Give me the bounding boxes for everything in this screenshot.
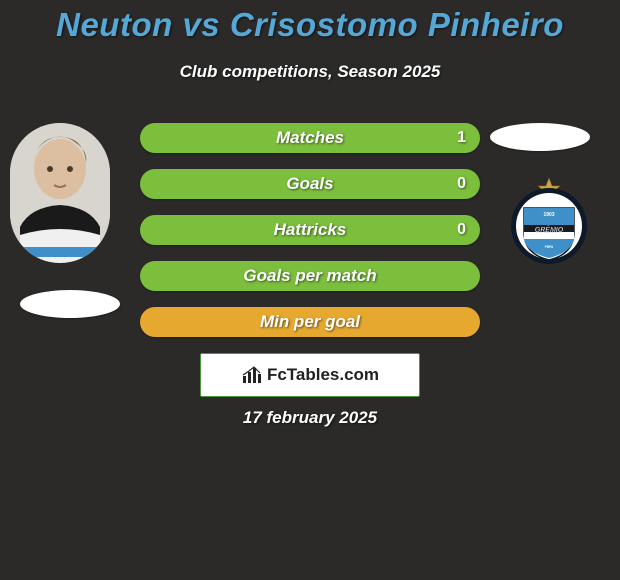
bar-label: Matches — [140, 123, 480, 153]
bar-label: Hattricks — [140, 215, 480, 245]
bar-label: Goals — [140, 169, 480, 199]
svg-text:GRÊMIO: GRÊMIO — [535, 225, 564, 234]
comparison-infographic: Neuton vs Crisostomo Pinheiro Club compe… — [0, 0, 620, 580]
player-left-club-badge — [20, 290, 120, 318]
page-title: Neuton vs Crisostomo Pinheiro — [0, 6, 620, 44]
gremio-crest-icon: 1903 GRÊMIO FBPA — [498, 178, 601, 264]
player-left-avatar — [10, 123, 110, 263]
stat-bar: Matches1 — [140, 123, 480, 153]
bar-value-right: 1 — [457, 123, 466, 153]
svg-text:FBPA: FBPA — [545, 245, 554, 249]
watermark-box: FcTables.com — [200, 353, 420, 397]
comparison-bars: Matches1Goals0Hattricks0Goals per matchM… — [140, 123, 480, 353]
bar-value-right: 0 — [457, 169, 466, 199]
person-icon — [10, 123, 110, 263]
bar-label: Min per goal — [140, 307, 480, 337]
watermark-text: FcTables.com — [267, 365, 379, 385]
bar-value-right: 0 — [457, 215, 466, 245]
player-right-badge — [490, 123, 590, 151]
subtitle: Club competitions, Season 2025 — [0, 62, 620, 82]
bar-label: Goals per match — [140, 261, 480, 291]
stat-bar: Hattricks0 — [140, 215, 480, 245]
svg-text:1903: 1903 — [543, 212, 554, 218]
bar-chart-icon — [241, 364, 263, 386]
stat-bar: Min per goal — [140, 307, 480, 337]
stat-bar: Goals0 — [140, 169, 480, 199]
date-text: 17 february 2025 — [0, 408, 620, 428]
stat-bar: Goals per match — [140, 261, 480, 291]
